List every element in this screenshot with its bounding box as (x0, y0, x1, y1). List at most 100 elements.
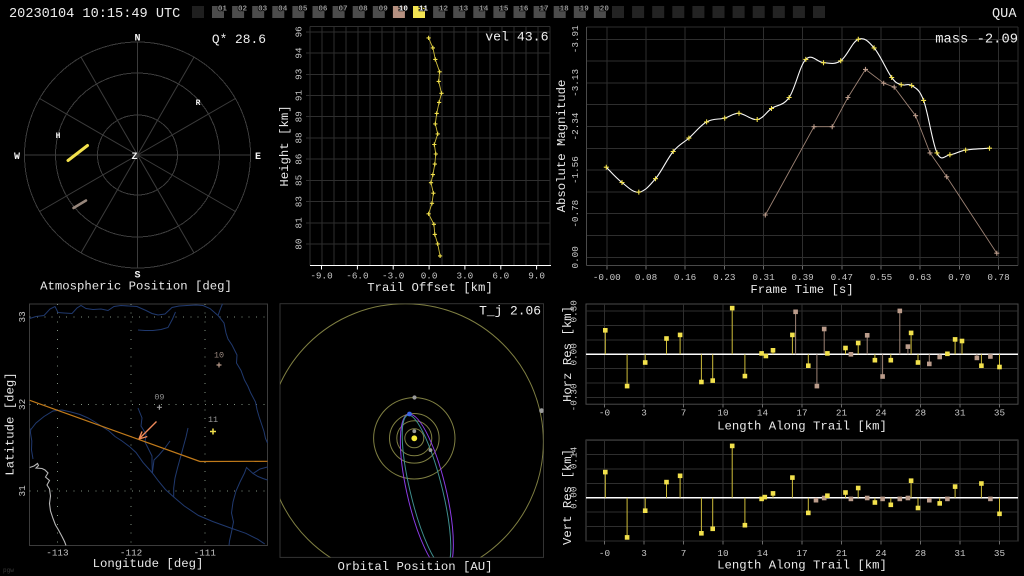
svg-text:0.55: 0.55 (870, 272, 892, 283)
svg-text:09: 09 (154, 393, 164, 403)
svg-text:06: 06 (318, 6, 328, 14)
svg-text:17: 17 (539, 6, 549, 14)
svg-text:86: 86 (294, 154, 305, 165)
svg-text:mass -2.09: mass -2.09 (935, 33, 1018, 48)
svg-text:0.30: 0.30 (569, 300, 580, 322)
svg-text:0.47: 0.47 (831, 272, 853, 283)
svg-text:-112: -112 (120, 548, 142, 559)
svg-text:Length Along Trail [km]: Length Along Trail [km] (717, 420, 887, 434)
svg-text:04: 04 (278, 6, 288, 14)
svg-text:-113: -113 (46, 548, 68, 559)
svg-text:-1.56: -1.56 (570, 156, 581, 184)
svg-text:-0.30: -0.30 (569, 383, 580, 411)
svg-text:0.78: 0.78 (987, 272, 1009, 283)
svg-text:15: 15 (499, 6, 509, 14)
svg-text:-0: -0 (599, 548, 610, 559)
svg-text:08: 08 (359, 6, 369, 14)
svg-text:24: 24 (875, 408, 887, 419)
svg-text:-0: -0 (599, 408, 610, 419)
svg-text:S: S (134, 271, 140, 282)
svg-text:Vert Res [km]: Vert Res [km] (561, 449, 575, 545)
svg-text:-3.91: -3.91 (570, 25, 581, 53)
svg-text:-6.0: -6.0 (346, 271, 368, 282)
svg-text:pgw: pgw (3, 567, 14, 574)
svg-text:11: 11 (208, 415, 218, 425)
svg-text:-0.78: -0.78 (570, 200, 581, 228)
svg-text:35: 35 (994, 408, 1005, 419)
svg-text:91: 91 (294, 89, 305, 101)
svg-text:0.14: 0.14 (569, 446, 580, 469)
svg-text:01: 01 (218, 6, 228, 14)
svg-text:-0.00: -0.00 (593, 272, 621, 283)
svg-text:0.00: 0.00 (570, 246, 581, 268)
svg-text:31: 31 (954, 408, 966, 419)
svg-text:81: 81 (294, 217, 305, 229)
svg-text:0.0: 0.0 (421, 271, 438, 282)
svg-text:28: 28 (915, 408, 926, 419)
svg-text:24: 24 (875, 548, 887, 559)
svg-text:0.00: 0.00 (569, 487, 580, 509)
svg-text:-3.13: -3.13 (570, 69, 581, 97)
svg-text:93: 93 (294, 69, 305, 80)
svg-text:Frame Time [s]: Frame Time [s] (750, 283, 853, 297)
svg-text:17: 17 (796, 548, 807, 559)
svg-text:31: 31 (954, 548, 966, 559)
svg-text:Orbital Position [AU]: Orbital Position [AU] (338, 560, 493, 574)
svg-text:32: 32 (17, 399, 28, 410)
svg-text:Latitude [deg]: Latitude [deg] (4, 372, 18, 475)
svg-text:28: 28 (915, 548, 926, 559)
svg-text:07: 07 (338, 6, 348, 14)
svg-text:N: N (134, 34, 140, 45)
svg-text:Length Along Trail [km]: Length Along Trail [km] (717, 559, 887, 573)
svg-text:QUA: QUA (992, 7, 1017, 22)
svg-text:96: 96 (294, 26, 305, 37)
svg-text:Q* 28.6: Q* 28.6 (212, 32, 266, 47)
svg-text:vel 43.6: vel 43.6 (485, 30, 548, 45)
svg-text:10: 10 (214, 351, 224, 361)
svg-text:0.23: 0.23 (713, 272, 735, 283)
svg-text:05: 05 (298, 6, 308, 14)
svg-text:11: 11 (419, 6, 429, 14)
svg-text:89: 89 (294, 111, 305, 122)
svg-text:0.63: 0.63 (909, 272, 931, 283)
svg-text:W: W (14, 152, 20, 163)
svg-text:16: 16 (519, 6, 529, 14)
svg-text:T_j 2.06: T_j 2.06 (479, 304, 541, 319)
svg-text:-9.0: -9.0 (310, 271, 332, 282)
svg-text:10: 10 (399, 6, 409, 14)
svg-text:94: 94 (294, 47, 305, 59)
svg-text:6.0: 6.0 (492, 271, 509, 282)
svg-text:3.0: 3.0 (457, 271, 474, 282)
svg-text:20230104 10:15:49 UTC: 20230104 10:15:49 UTC (9, 7, 180, 22)
svg-text:7: 7 (681, 408, 687, 419)
svg-text:10: 10 (717, 548, 728, 559)
svg-text:Trail Offset [km]: Trail Offset [km] (367, 281, 492, 295)
svg-text:Longitude [deg]: Longitude [deg] (93, 557, 204, 571)
svg-text:3: 3 (641, 408, 647, 419)
svg-text:3: 3 (641, 548, 647, 559)
svg-text:19: 19 (580, 6, 590, 14)
svg-text:09: 09 (379, 6, 389, 14)
svg-text:02: 02 (238, 6, 248, 14)
svg-text:03: 03 (258, 6, 268, 14)
svg-text:0.00: 0.00 (569, 343, 580, 365)
svg-text:Atmospheric Position [deg]: Atmospheric Position [deg] (40, 280, 232, 294)
svg-text:0.16: 0.16 (674, 272, 696, 283)
svg-text:21: 21 (836, 408, 848, 419)
svg-text:7: 7 (681, 548, 687, 559)
svg-text:Z: Z (131, 152, 137, 163)
svg-text:17: 17 (796, 408, 807, 419)
svg-text:18: 18 (560, 6, 570, 14)
svg-text:-111: -111 (194, 548, 217, 559)
svg-text:13: 13 (459, 6, 469, 14)
svg-text:0.31: 0.31 (752, 272, 775, 283)
svg-text:Height [km]: Height [km] (278, 105, 292, 186)
svg-text:88: 88 (294, 132, 305, 143)
svg-text:-2.34: -2.34 (570, 112, 581, 140)
svg-text:35: 35 (994, 548, 1005, 559)
svg-text:85: 85 (294, 175, 305, 186)
svg-text:20: 20 (600, 6, 610, 14)
svg-text:9.0: 9.0 (528, 271, 545, 282)
svg-text:14: 14 (757, 408, 769, 419)
svg-text:80: 80 (294, 239, 305, 250)
